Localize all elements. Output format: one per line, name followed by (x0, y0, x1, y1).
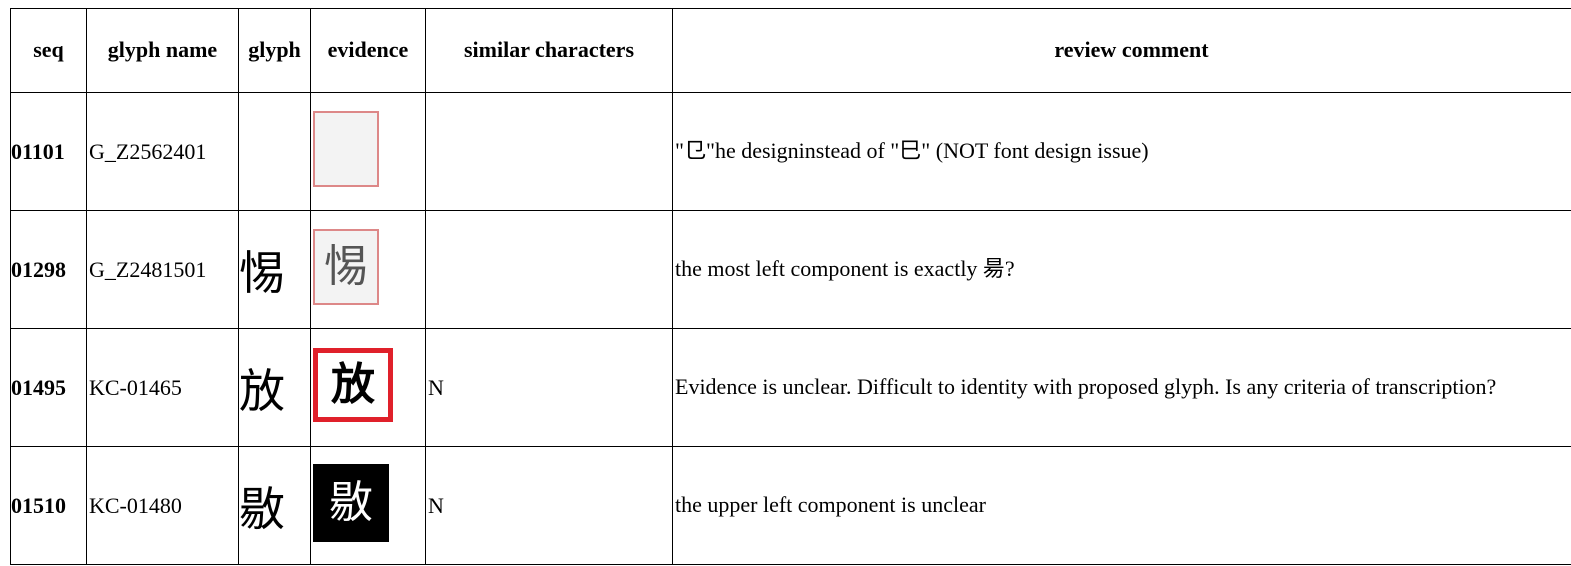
review-comment-cell: the most left component is exactly 昜? (672, 210, 1571, 329)
table-row: 01298 G_Z2481501 惕惕 the most left component… (10, 210, 1571, 329)
seq-cell: 01495 (10, 328, 87, 447)
evidence-image: 放 (313, 347, 393, 422)
header-cell: glyph (238, 8, 311, 93)
review-comment-cell: "㔾"he designinstead of "巳" (NOT font des… (672, 92, 1571, 211)
header-cell: evidence (310, 8, 426, 93)
evidence-image: 敭 (313, 463, 389, 542)
glyph-name-cell: KC-01480 (86, 446, 239, 565)
glyph-name-cell: G_Z2562401 (86, 92, 239, 211)
glyph-cell: 放 (238, 328, 311, 447)
review-comment-cell: Evidence is unclear. Difficult to identi… (672, 328, 1571, 447)
evidence-cell: 放 (310, 328, 426, 447)
evidence-cell: 𦊲 (310, 92, 426, 211)
evidence-cell: 敭 (310, 446, 426, 565)
header-row: seq glyph name glyph evidence similar ch… (10, 8, 1571, 93)
similar-characters-cell (425, 210, 673, 329)
evidence-image: 𦊲 (313, 110, 379, 187)
evidence-image: 惕 (313, 228, 379, 305)
evidence-cell: 惕 (310, 210, 426, 329)
header-cell: similar characters (425, 8, 673, 93)
seq-cell: 01101 (10, 92, 87, 211)
seq-cell: 01510 (10, 446, 87, 565)
similar-characters-cell (425, 92, 673, 211)
header-cell: seq (10, 8, 87, 93)
glyph-name-cell: G_Z2481501 (86, 210, 239, 329)
seq-cell: 01298 (10, 210, 87, 329)
glyph-name-cell: KC-01465 (86, 328, 239, 447)
review-comment-cell: the upper left component is unclear (672, 446, 1571, 565)
glyph-cell: 惕 (238, 210, 311, 329)
glyph-cell: 敭 (238, 446, 311, 565)
review-table: seq glyph name glyph evidence similar ch… (10, 8, 1571, 565)
table-row: 01495 KC-01465 放放 N Evidence is unclear. Dif… (10, 328, 1571, 447)
glyph-cell: 𦊲 (238, 92, 311, 211)
header-cell: glyph name (86, 8, 239, 93)
table-body: 01101 G_Z2562401 𦊲 𦊲 "㔾"he designinstead of … (10, 92, 1571, 565)
similar-characters-cell: N (425, 446, 673, 565)
table-wrapper: seq glyph name glyph evidence similar ch… (10, 8, 1571, 566)
similar-characters-cell: N (425, 328, 673, 447)
header-cell: review comment (672, 8, 1571, 93)
table-row: 01101 G_Z2562401 𦊲 𦊲 "㔾"he designinstead of … (10, 92, 1571, 211)
